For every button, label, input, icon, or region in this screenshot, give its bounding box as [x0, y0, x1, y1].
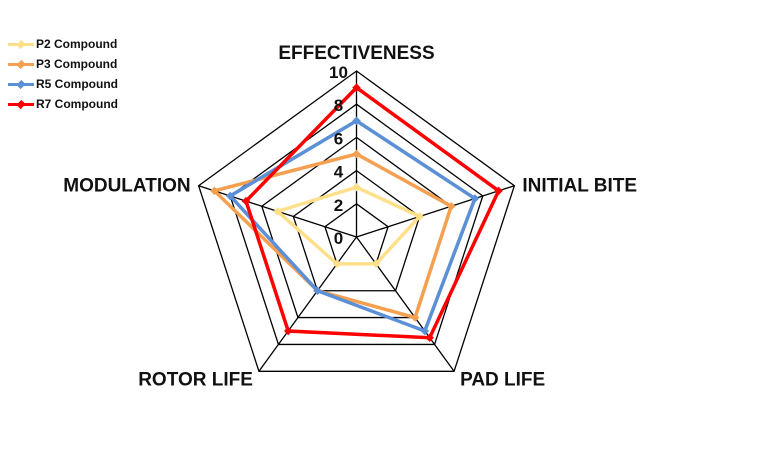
tick-label: 6 [334, 129, 343, 148]
data-point [415, 212, 424, 221]
data-point [273, 207, 282, 216]
tick-label: 2 [334, 196, 343, 215]
legend-item: P3 Compound [8, 54, 118, 74]
legend-item: R7 Compound [8, 94, 118, 114]
data-point [332, 259, 342, 269]
legend-swatch [8, 102, 34, 106]
category-label: EFFECTIVENESS [278, 43, 434, 64]
data-point [225, 191, 235, 201]
data-point [352, 83, 361, 92]
legend-swatch [8, 42, 34, 46]
legend-label: R7 Compound [36, 97, 118, 111]
legend-label: R5 Compound [36, 77, 118, 91]
series-line-p3-compound [210, 152, 454, 320]
tick-label: 4 [334, 163, 344, 182]
series-line-p2-compound [274, 185, 423, 266]
data-point [446, 201, 456, 211]
category-label: ROTOR LIFE [138, 369, 253, 390]
data-point [425, 333, 434, 342]
category-label: PAD LIFE [460, 369, 545, 390]
category-label: INITIAL BITE [522, 176, 637, 197]
data-point [410, 313, 420, 322]
legend-swatch [8, 62, 34, 66]
data-point [241, 196, 251, 206]
tick-label: 10 [329, 63, 348, 82]
legend-label: P2 Compound [36, 37, 118, 51]
legend: P2 Compound P3 Compound R5 Compound R7 C… [8, 34, 118, 114]
series-line-r7-compound [243, 85, 501, 340]
data-point [352, 149, 361, 159]
legend-label: P3 Compound [36, 57, 118, 71]
data-point [470, 194, 480, 203]
legend-swatch [8, 82, 34, 86]
grid-spoke [356, 185, 515, 238]
tick-label: 8 [334, 96, 343, 115]
data-point [420, 326, 430, 336]
data-point [283, 326, 293, 336]
grid-ring [197, 70, 516, 372]
grid-ring [292, 169, 421, 292]
category-label: MODULATION [63, 176, 190, 197]
grid-spoke [258, 236, 358, 372]
tick-label: 0 [334, 229, 343, 248]
grid-spoke [355, 236, 455, 372]
legend-item: P2 Compound [8, 34, 118, 54]
data-point [352, 116, 361, 126]
data-point [313, 286, 322, 295]
data-point [352, 182, 361, 192]
grid-ring [261, 136, 452, 319]
legend-item: R5 Compound [8, 74, 118, 94]
data-point [371, 259, 381, 269]
series-line-r5-compound [227, 118, 478, 334]
data-point [494, 186, 503, 196]
data-point [210, 186, 219, 196]
